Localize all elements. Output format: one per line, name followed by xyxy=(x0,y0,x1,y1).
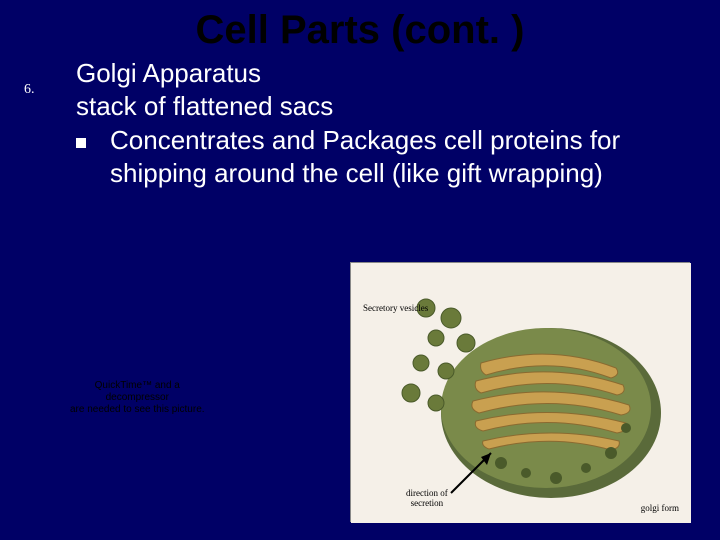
golgi-diagram: Secretory vesicles direction of secretio… xyxy=(350,262,690,522)
label-vesicles: Secretory vesicles xyxy=(363,303,428,313)
label-direction: direction of secretion xyxy=(406,488,448,508)
bullet-row: Concentrates and Packages cell proteins … xyxy=(76,124,700,189)
label-golgi: golgi form xyxy=(641,503,679,513)
label-direction-line1: direction of xyxy=(406,488,448,498)
bullet-marker xyxy=(76,138,86,148)
bullet-text: Concentrates and Packages cell proteins … xyxy=(110,124,700,189)
quicktime-line-3: are needed to see this picture. xyxy=(70,404,205,416)
heading-line-1: Golgi Apparatus xyxy=(76,57,700,90)
content-area: 6. Golgi Apparatus stack of flattened sa… xyxy=(0,57,720,189)
quicktime-line-2: decompressor xyxy=(70,392,205,404)
label-direction-line2: secretion xyxy=(406,498,448,508)
quicktime-placeholder: QuickTime™ and a decompressor are needed… xyxy=(70,380,205,416)
slide-title: Cell Parts (cont. ) xyxy=(0,0,720,57)
quicktime-line-1: QuickTime™ and a xyxy=(70,380,205,392)
heading-line-2: stack of flattened sacs xyxy=(76,90,700,123)
golgi-svg xyxy=(351,263,691,523)
list-number: 6. xyxy=(24,82,35,98)
